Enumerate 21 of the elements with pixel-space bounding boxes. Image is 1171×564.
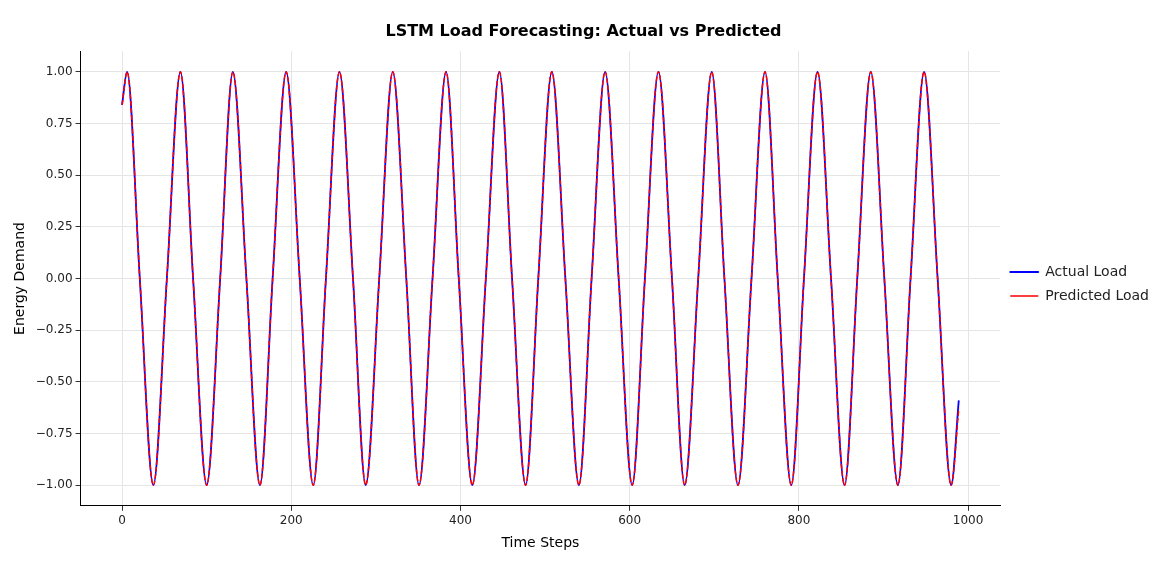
x-tick-label: 600 (618, 513, 642, 528)
x-tick-label: 800 (787, 513, 811, 528)
chart-title: LSTM Load Forecasting: Actual vs Predicted (385, 20, 782, 40)
y-tick-label: 0.00 (45, 270, 73, 285)
y-axis-title: Energy Demand (11, 222, 28, 335)
y-tick-label: 0.50 (45, 167, 73, 182)
x-axis-title: Time Steps (500, 534, 580, 551)
y-tick-label: 0.25 (45, 218, 73, 233)
y-tick-label: −0.75 (35, 425, 73, 440)
x-tick-label: 400 (449, 513, 472, 528)
x-tick-label: 0 (118, 513, 126, 528)
y-tick-label: −0.50 (35, 373, 73, 388)
x-tick-label: 1000 (952, 513, 984, 528)
y-tick-label: 1.00 (45, 63, 73, 78)
y-tick-label: −1.00 (35, 477, 73, 492)
legend-label: Actual Load (1045, 262, 1128, 279)
x-tick-label: 200 (279, 513, 303, 528)
line-series (121, 70, 960, 487)
y-tick-label: −0.25 (35, 322, 73, 337)
y-tick-label: 0.75 (45, 115, 73, 130)
legend-label: Predicted Load (1045, 286, 1150, 303)
